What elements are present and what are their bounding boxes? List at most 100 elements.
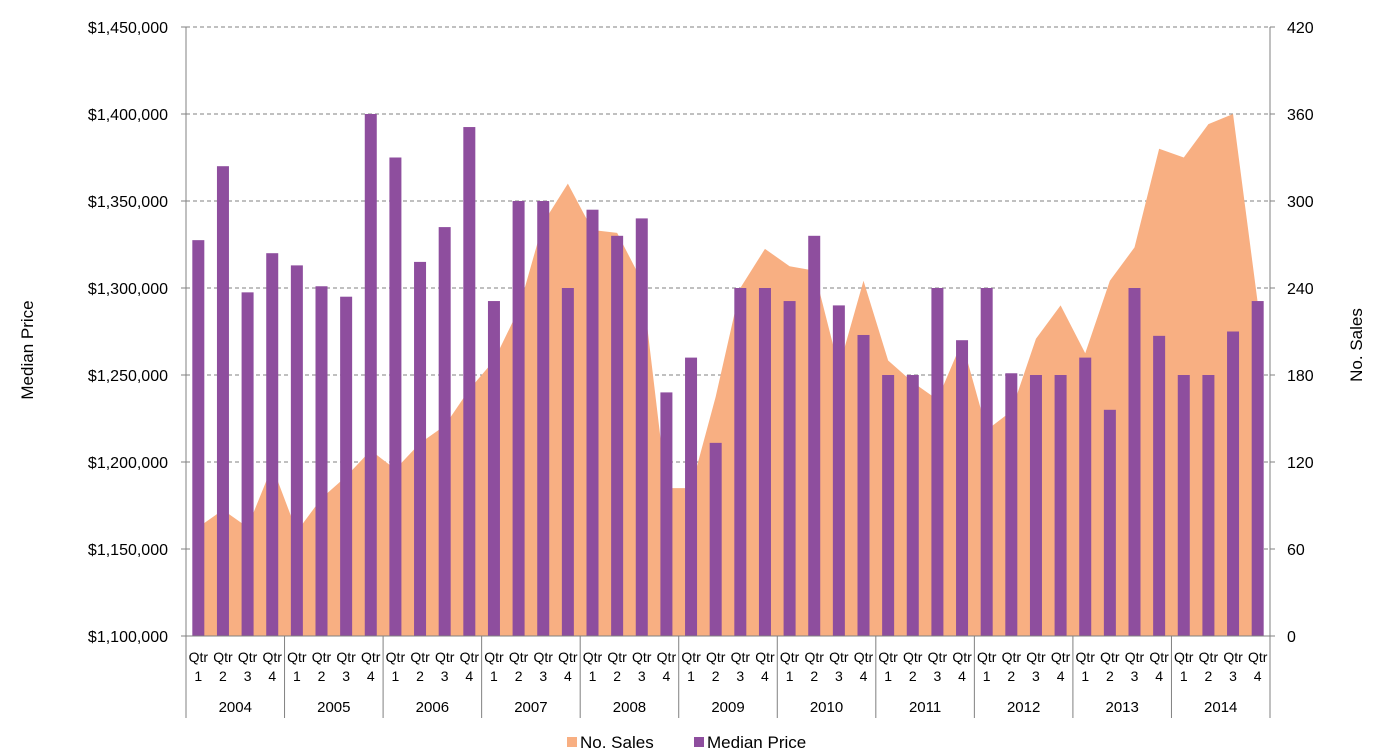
quarter-label: Qtr (435, 649, 455, 665)
year-label: 2004 (219, 699, 252, 716)
price-bar (1054, 375, 1067, 636)
price-bar (537, 201, 550, 636)
quarter-number: 3 (835, 668, 843, 684)
quarter-label: Qtr (410, 649, 430, 665)
quarter-number: 1 (293, 668, 301, 684)
year-label: 2014 (1204, 699, 1237, 716)
quarter-label: Qtr (558, 649, 578, 665)
price-bar (1128, 288, 1141, 636)
sales-area (198, 114, 1258, 636)
price-bar (1029, 375, 1042, 636)
quarter-label: Qtr (780, 649, 800, 665)
quarter-label: Qtr (829, 649, 849, 665)
quarter-label: Qtr (189, 649, 209, 665)
price-bar (290, 265, 303, 636)
quarter-number: 4 (1057, 668, 1065, 684)
quarter-label: Qtr (755, 649, 775, 665)
quarter-label: Qtr (632, 649, 652, 665)
left-tick-label: $1,200,000 (88, 455, 168, 472)
quarter-number: 2 (1007, 668, 1015, 684)
axes (181, 26, 1275, 637)
quarter-number: 2 (1106, 668, 1114, 684)
quarter-label: Qtr (681, 649, 701, 665)
quarter-label: Qtr (361, 649, 381, 665)
bar-layer (192, 114, 1264, 637)
year-label: 2013 (1105, 699, 1138, 716)
price-bar (1251, 301, 1264, 636)
price-bar (931, 288, 944, 636)
price-bar (192, 240, 205, 636)
quarter-number: 4 (268, 668, 276, 684)
quarter-number: 3 (1131, 668, 1139, 684)
price-bar (832, 305, 845, 636)
left-axis-title: Median Price (18, 300, 37, 399)
quarter-label: Qtr (386, 649, 406, 665)
right-tick-label: 360 (1287, 107, 1314, 124)
quarter-label: Qtr (1100, 649, 1120, 665)
legend: No. Sales Median Price (567, 733, 806, 752)
quarter-label: Qtr (706, 649, 726, 665)
price-bar (438, 227, 451, 636)
quarter-label: Qtr (731, 649, 751, 665)
year-label: 2012 (1007, 699, 1040, 716)
year-label: 2009 (711, 699, 744, 716)
left-tick-label: $1,150,000 (88, 542, 168, 559)
year-label: 2006 (416, 699, 449, 716)
left-tick-label: $1,300,000 (88, 281, 168, 298)
quarter-number: 2 (1205, 668, 1213, 684)
left-tick-label: $1,250,000 (88, 368, 168, 385)
quarter-number: 1 (884, 668, 892, 684)
quarter-number: 2 (613, 668, 621, 684)
quarter-number: 4 (860, 668, 868, 684)
quarter-number: 1 (490, 668, 498, 684)
quarter-label: Qtr (1149, 649, 1169, 665)
left-tick-label: $1,100,000 (88, 629, 168, 646)
quarter-number: 3 (934, 668, 942, 684)
x-axis-labels: Qtr 1 Qtr 2 Qtr 3 Qtr 4 Qtr 1 Qtr 2 Qtr 3 Qtr 4 Qtr 1 Qtr 2… (185, 636, 1271, 718)
price-bar (1005, 373, 1018, 636)
quarter-number: 2 (416, 668, 424, 684)
quarter-number: 2 (712, 668, 720, 684)
quarter-label: Qtr (952, 649, 972, 665)
price-bar (956, 340, 969, 636)
quarter-label: Qtr (854, 649, 874, 665)
area-layer (198, 114, 1258, 636)
quarter-label: Qtr (928, 649, 948, 665)
year-label: 2007 (514, 699, 547, 716)
price-bar (1227, 331, 1240, 636)
legend-swatch-sales (567, 737, 577, 747)
price-bar (1177, 375, 1190, 636)
quarter-label: Qtr (336, 649, 356, 665)
price-bar (882, 375, 895, 636)
left-tick-label: $1,350,000 (88, 194, 168, 211)
quarter-number: 1 (392, 668, 400, 684)
quarter-number: 3 (638, 668, 646, 684)
price-bar (586, 209, 599, 636)
quarter-label: Qtr (1002, 649, 1022, 665)
quarter-label: Qtr (1051, 649, 1071, 665)
price-bar (1202, 375, 1215, 636)
legend-label-sales: No. Sales (580, 733, 654, 752)
quarter-number: 3 (342, 668, 350, 684)
quarter-number: 4 (1155, 668, 1163, 684)
price-bar (1153, 335, 1166, 636)
price-bar (980, 288, 993, 636)
quarter-number: 3 (441, 668, 449, 684)
quarter-label: Qtr (1174, 649, 1194, 665)
legend-swatch-price (694, 737, 704, 747)
quarter-number: 3 (1229, 668, 1237, 684)
quarter-number: 4 (465, 668, 473, 684)
year-label: 2010 (810, 699, 843, 716)
right-tick-label: 120 (1287, 455, 1314, 472)
quarter-number: 1 (1081, 668, 1089, 684)
quarter-label: Qtr (1223, 649, 1243, 665)
right-axis-ticks: 0 60 120 180 240 300 360 420 (1287, 20, 1314, 646)
quarter-label: Qtr (903, 649, 923, 665)
price-bar (315, 286, 328, 636)
quarter-number: 3 (1032, 668, 1040, 684)
price-bar (487, 301, 500, 636)
right-tick-label: 180 (1287, 368, 1314, 385)
price-bar (783, 301, 796, 636)
quarter-label: Qtr (1248, 649, 1268, 665)
quarter-label: Qtr (1076, 649, 1096, 665)
